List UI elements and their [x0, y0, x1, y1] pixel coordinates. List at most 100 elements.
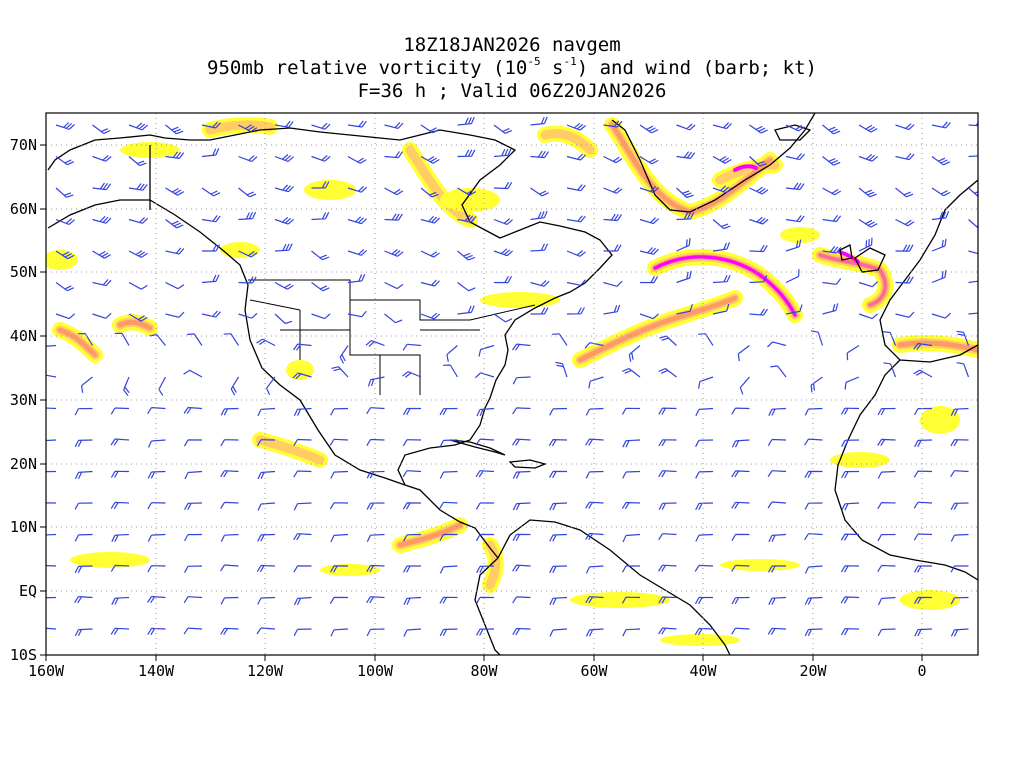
- wind-barb: [55, 313, 75, 320]
- wind-barb: [147, 439, 166, 448]
- wind-barb: [566, 153, 587, 161]
- wind-barb: [968, 187, 978, 198]
- wind-barb: [712, 155, 732, 164]
- wind-barb: [512, 470, 531, 479]
- wind-barb: [858, 187, 877, 198]
- wind-barb: [731, 627, 750, 635]
- wind-barb: [512, 596, 531, 604]
- wind-barb: [55, 218, 75, 225]
- wind-barb: [694, 596, 713, 605]
- wind-barb: [256, 338, 276, 347]
- vorticity-band: [57, 327, 98, 358]
- wind-barb: [311, 250, 330, 261]
- vorticity-patch: [830, 452, 890, 468]
- wind-barb: [147, 533, 166, 542]
- wind-barb: [858, 218, 878, 228]
- wind-barb: [628, 345, 641, 362]
- wind-barb: [804, 407, 823, 416]
- wind-barb: [822, 246, 842, 254]
- wind-barb: [329, 502, 349, 510]
- wind-barb: [347, 185, 368, 193]
- wind-barb: [329, 565, 349, 573]
- wind-barb: [931, 121, 951, 129]
- wind-barb: [585, 532, 604, 541]
- wind-barb: [402, 371, 422, 378]
- wind-barb: [931, 156, 951, 166]
- wind-barb: [92, 250, 112, 259]
- wind-barb: [695, 470, 714, 479]
- wind-barb: [841, 502, 860, 511]
- wind-barb: [931, 238, 947, 252]
- wind-barb: [622, 470, 641, 479]
- wind-barb: [347, 273, 366, 284]
- wind-barb: [420, 124, 440, 134]
- wind-barb: [658, 564, 677, 572]
- wind-barb: [676, 123, 696, 131]
- wind-barb: [585, 470, 604, 479]
- map-title-valid: F=36 h ; Valid 06Z20JAN2026: [357, 80, 667, 102]
- wind-barb: [658, 367, 677, 378]
- wind-barb: [128, 183, 148, 191]
- wind-barb: [767, 501, 787, 509]
- wind-barb: [257, 533, 276, 542]
- wind-barb: [110, 438, 130, 446]
- wind-barb: [293, 596, 312, 606]
- vorticity-patch: [320, 564, 380, 576]
- wind-barb: [366, 596, 385, 604]
- wind-barb: [92, 215, 112, 224]
- wind-barb: [530, 210, 548, 221]
- vorticity-band: [397, 522, 463, 548]
- vorticity-patch: [570, 592, 670, 608]
- wind-barb: [877, 628, 896, 637]
- wind-barb: [822, 278, 842, 285]
- wind-barb: [603, 244, 622, 252]
- wind-barb: [913, 565, 932, 573]
- wind-barb: [46, 565, 57, 567]
- wind-barb: [877, 502, 896, 510]
- wind-barb: [931, 270, 947, 284]
- vorticity-patch: [70, 552, 150, 568]
- wind-barb: [183, 596, 203, 604]
- wind-barb: [785, 124, 805, 132]
- wind-barb: [220, 564, 239, 572]
- wind-barb: [475, 533, 494, 542]
- map-frame: [45, 112, 979, 656]
- wind-barb: [785, 304, 803, 315]
- wind-barb: [384, 313, 403, 324]
- wind-barb: [165, 124, 184, 135]
- wind-barb: [530, 150, 549, 159]
- wind-barb: [339, 345, 349, 364]
- wind-barb: [183, 369, 203, 378]
- wind-barb: [293, 343, 312, 351]
- wind-barb: [223, 333, 240, 346]
- lat-label: 60N: [10, 200, 37, 218]
- vorticity-band: [818, 253, 887, 307]
- wind-barb: [622, 439, 641, 448]
- wind-barb: [147, 502, 166, 510]
- wind-barb: [895, 218, 915, 227]
- wind-barb: [767, 470, 787, 478]
- vorticity-band: [653, 255, 797, 317]
- wind-barb: [731, 564, 750, 572]
- wind-barb: [555, 361, 568, 378]
- wind-barb: [846, 344, 860, 361]
- wind-barb: [55, 122, 75, 130]
- wind-barb: [749, 186, 769, 195]
- wind-barb: [749, 244, 768, 253]
- wind-barb: [585, 596, 604, 604]
- wind-barb: [256, 627, 276, 635]
- wind-barb: [767, 341, 787, 348]
- wind-barb: [530, 279, 550, 287]
- wind-barb: [457, 149, 476, 158]
- vorticity-patch: [780, 227, 820, 243]
- wind-barb: [257, 596, 276, 605]
- wind-barb: [420, 215, 440, 224]
- wind-barb: [749, 308, 768, 316]
- wind-barb: [293, 407, 312, 417]
- wind-barb: [913, 470, 933, 478]
- wind-barb: [804, 565, 823, 574]
- wind-barb: [731, 501, 750, 509]
- wind-barb: [968, 250, 978, 255]
- vorticity-band: [485, 540, 501, 590]
